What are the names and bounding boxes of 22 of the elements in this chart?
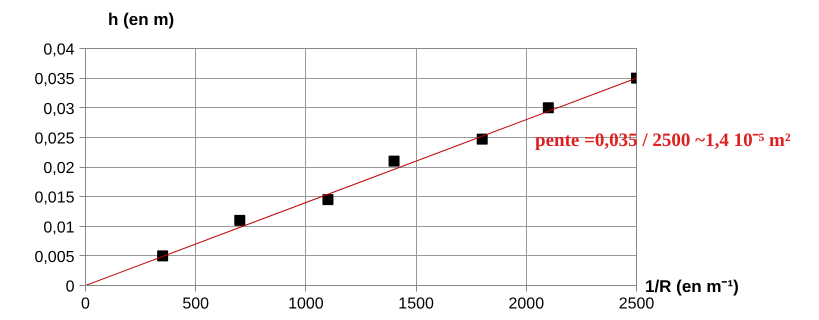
y-tick-label: 0,025 — [34, 130, 75, 148]
ylabel: h (en m) — [108, 10, 174, 30]
y-tick-label: 0,04 — [43, 42, 75, 58]
point — [388, 156, 400, 167]
x-tick-label: 500 — [182, 296, 210, 312]
y-tick-label: 0,03 — [43, 100, 75, 118]
x-tick-label: 2500 — [618, 296, 654, 312]
x-tick-label: 1000 — [288, 296, 324, 312]
x-tick-label: 2000 — [508, 296, 544, 312]
y-tick-label: 0,02 — [43, 160, 75, 177]
x-tick-label: 0 — [81, 296, 90, 312]
point — [322, 194, 334, 206]
y-tick-label: 0,005 — [34, 248, 75, 266]
y-tick-label: 0,015 — [34, 190, 75, 207]
x-tick-label: 1500 — [398, 296, 434, 312]
y-tick-label: 0,01 — [43, 219, 75, 236]
y-tick-label: 0 — [66, 278, 75, 296]
annotation: pente =0,035 / 2500 ~1,4 10⁻⁵ m² — [535, 129, 791, 152]
point — [542, 102, 554, 114]
point — [234, 214, 246, 226]
y-tick-label: 0,035 — [34, 71, 75, 88]
xlabel: 1/R (en m⁻¹) — [645, 276, 739, 297]
